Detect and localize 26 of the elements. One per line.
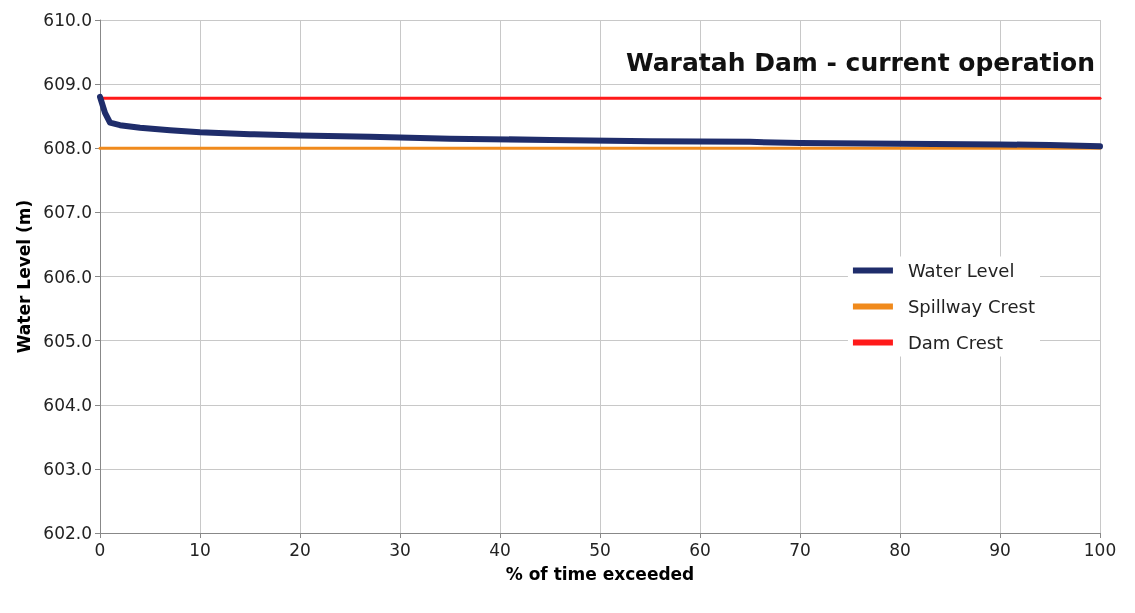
- legend-label: Water Level: [907, 260, 1015, 281]
- x-tick-label: 90: [989, 539, 1011, 560]
- x-tick-label: 80: [889, 539, 911, 560]
- legend-label: Dam Crest: [907, 332, 1004, 353]
- y-tick-label: 602.0: [43, 523, 92, 543]
- y-tick-label: 605.0: [43, 330, 92, 351]
- x-axis-title: % of time exceeded: [505, 563, 695, 584]
- y-tick-label: 607.0: [43, 202, 92, 223]
- y-tick-label: 604.0: [43, 394, 92, 415]
- x-tick-label: 30: [389, 539, 411, 560]
- y-tick-label: 603.0: [43, 458, 92, 479]
- y-tick-label: 610.0: [43, 10, 92, 30]
- y-axis-title: Water Level (m): [13, 199, 34, 354]
- text: Waratah Dam - current operation: [626, 48, 1095, 77]
- x-tick-label: 0: [94, 539, 106, 560]
- legend-label: Spillway Crest: [907, 296, 1036, 317]
- x-tick-label: 10: [189, 539, 211, 560]
- x-tick-label: 60: [689, 539, 711, 560]
- x-tick-label: 40: [489, 539, 511, 560]
- x-tick-label: 70: [789, 539, 811, 560]
- y-tick-label: 606.0: [43, 266, 92, 287]
- y-tick-label: 609.0: [43, 74, 92, 95]
- x-tick-label: 100: [1083, 539, 1117, 560]
- x-tick-label: 50: [589, 539, 611, 560]
- x-tick-label: 20: [289, 539, 311, 560]
- y-tick-label: 608.0: [43, 138, 92, 159]
